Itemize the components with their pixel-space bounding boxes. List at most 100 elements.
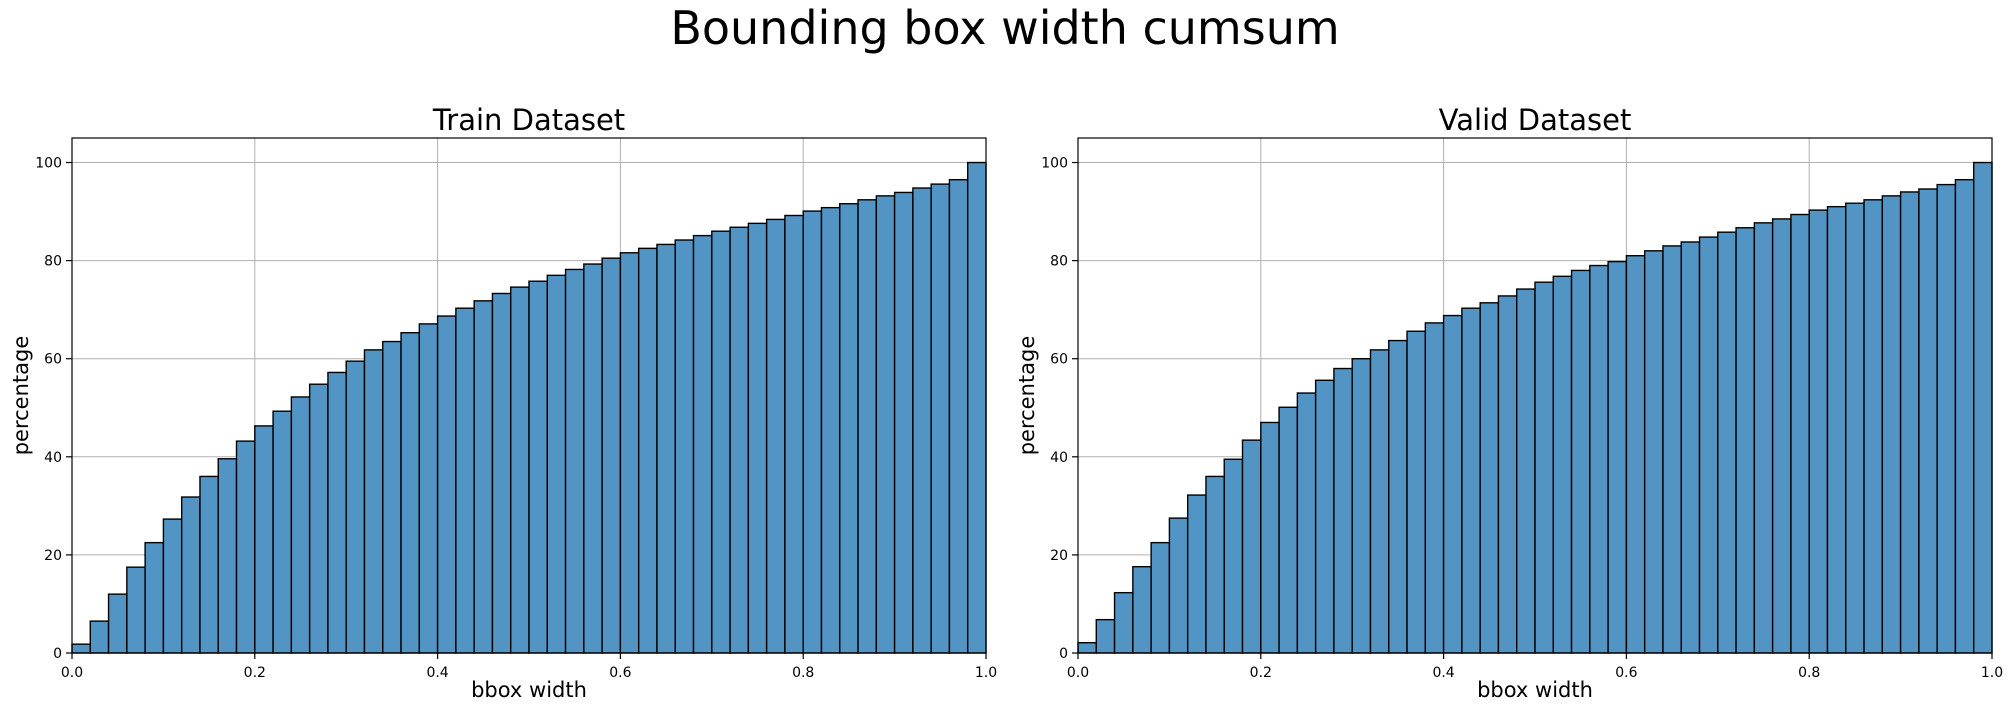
histogram-bar: [1826, 205, 1847, 654]
histogram-bar: [729, 226, 750, 654]
histogram-bar: [820, 206, 841, 654]
histogram-bar: [180, 496, 201, 654]
histogram-bar: [1753, 222, 1774, 654]
histogram-bar: [1662, 245, 1682, 654]
histogram-bar: [272, 410, 293, 654]
histogram-bar: [1881, 195, 1902, 654]
histogram-bar: [601, 257, 622, 654]
histogram-bar: [637, 247, 658, 654]
histogram-bar: [1552, 275, 1573, 654]
histogram-bar: [765, 218, 786, 654]
histogram-bar: [839, 203, 859, 654]
histogram-bar: [1442, 314, 1463, 654]
histogram-bar: [674, 239, 695, 654]
histogram-bar: [1790, 213, 1810, 654]
x-tick-label: 0.8: [1798, 665, 1820, 681]
y-tick-label: 20: [44, 548, 62, 564]
histogram-bar: [1607, 260, 1628, 654]
histogram-bar: [564, 268, 585, 654]
histogram-bar: [89, 620, 110, 654]
histogram-bar: [1936, 183, 1957, 654]
histogram-bar: [1186, 494, 1207, 654]
histogram-bar: [345, 360, 366, 654]
histogram-bar: [1625, 255, 1646, 654]
histogram-bar: [1461, 307, 1481, 654]
histogram-bar: [857, 199, 878, 654]
histogram-bar: [930, 183, 951, 654]
histogram-bar: [126, 566, 146, 654]
histogram-bar: [784, 214, 804, 654]
histogram-bar: [1388, 339, 1408, 654]
axes-title: Valid Dataset: [1439, 103, 1632, 137]
histogram-bar: [1589, 264, 1609, 654]
histogram-bar: [418, 323, 439, 654]
histogram-bar: [363, 349, 384, 654]
histogram-bar: [510, 286, 530, 654]
histogram-bar: [656, 243, 676, 654]
y-axis-label: percentage: [1015, 336, 1039, 456]
histogram-bar: [1735, 227, 1756, 654]
histogram-bar: [1698, 236, 1719, 654]
y-tick-label: 40: [1050, 450, 1068, 466]
y-tick-label: 80: [1050, 254, 1068, 270]
histogram-bar: [747, 222, 768, 654]
histogram-bar: [382, 340, 402, 654]
histogram-bar: [1918, 188, 1938, 654]
histogram-bar: [1113, 591, 1134, 654]
axes-frame: [71, 137, 987, 654]
histogram-bar: [948, 178, 969, 654]
histogram-bar: [290, 396, 311, 654]
histogram-bar: [1534, 281, 1554, 654]
y-tick-label: 0: [1059, 646, 1068, 662]
y-tick-label: 20: [1050, 548, 1068, 564]
histogram-bar: [308, 383, 329, 654]
histogram-bar: [893, 191, 914, 654]
histogram-bar: [546, 274, 567, 654]
histogram-bar: [1406, 330, 1427, 654]
y-tick-label: 60: [1050, 352, 1068, 368]
histogram-bar: [619, 252, 640, 654]
histogram-bar: [455, 307, 475, 654]
histogram-bar: [217, 458, 238, 654]
y-tick-label: 40: [44, 450, 62, 466]
x-tick-label: 0.6: [609, 665, 631, 681]
x-tick-label: 0.6: [1615, 665, 1637, 681]
histogram-bar: [692, 234, 713, 654]
histogram-bar: [1095, 618, 1116, 654]
histogram-bar: [1077, 642, 1097, 654]
y-tick-label: 0: [53, 646, 62, 662]
histogram-bar: [1643, 250, 1664, 654]
y-axis-label: percentage: [9, 336, 33, 456]
histogram-bar: [1717, 231, 1737, 654]
x-tick-label: 0.0: [1067, 665, 1089, 681]
histogram-bar: [1314, 379, 1335, 654]
histogram-bar: [1132, 565, 1152, 654]
histogram-bar: [199, 475, 219, 654]
histogram-bar: [436, 315, 457, 654]
x-tick-label: 0.2: [244, 665, 266, 681]
histogram-bar: [1333, 367, 1353, 654]
histogram-bar: [235, 440, 256, 654]
axes-title: Train Dataset: [432, 103, 625, 137]
histogram-bar: [1479, 302, 1500, 654]
histogram-bar: [1278, 406, 1299, 654]
x-axis-label: bbox width: [471, 678, 587, 702]
x-tick-label: 0.8: [792, 665, 814, 681]
panel-valid: 0.0 0.2 0.4 0.6 0.8 1.0 0 20 40 60 80 100 Valid Data…: [1015, 103, 2003, 702]
histogram-bar: [1260, 421, 1280, 654]
panel-train: 0.0 0.2 0.4 0.6 0.8 1.0 0 20 40 60 80 100 Train Data…: [9, 103, 997, 702]
histogram-bar: [1223, 458, 1244, 654]
histogram-bar: [1497, 295, 1518, 654]
histogram-bar: [1516, 288, 1536, 654]
histogram-bar: [71, 643, 91, 654]
histogram-bar: [528, 280, 548, 654]
histogram-bar: [1205, 475, 1225, 654]
histogram-bar: [1296, 392, 1317, 654]
x-tick-label: 0.0: [61, 665, 83, 681]
figure-suptitle: Bounding box width cumsum: [670, 1, 1339, 55]
histogram-bar: [1680, 241, 1701, 654]
x-tick-label: 0.2: [1250, 665, 1272, 681]
histogram-bar: [967, 161, 987, 654]
